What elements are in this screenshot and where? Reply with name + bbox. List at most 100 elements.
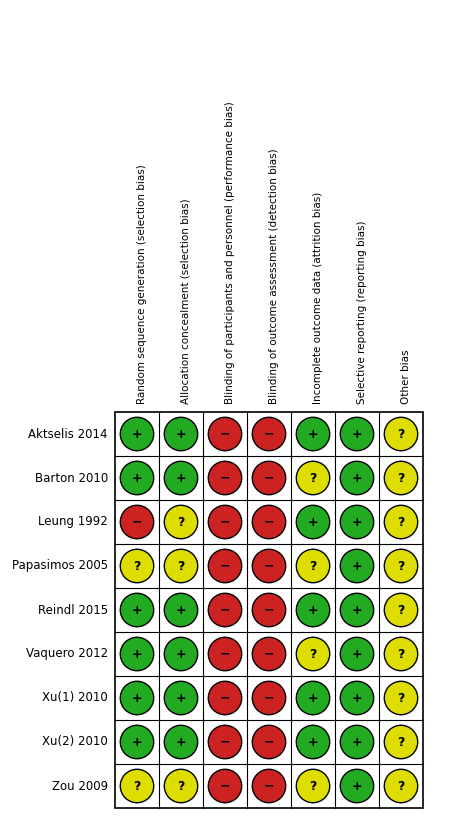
Circle shape [340, 770, 374, 803]
Text: +: + [132, 736, 142, 749]
Text: −: − [264, 647, 274, 661]
Text: ?: ? [177, 780, 184, 792]
Circle shape [296, 637, 330, 671]
Text: ?: ? [397, 427, 405, 441]
Text: Aktselis 2014: Aktselis 2014 [28, 427, 108, 441]
Text: +: + [352, 427, 362, 441]
Bar [115, 412, 423, 808]
Circle shape [120, 637, 154, 671]
Text: −: − [220, 647, 230, 661]
Circle shape [208, 770, 242, 803]
Text: −: − [220, 427, 230, 441]
Circle shape [296, 506, 330, 539]
Text: +: + [308, 691, 318, 705]
Circle shape [296, 417, 330, 451]
Circle shape [252, 506, 286, 539]
Circle shape [164, 461, 198, 495]
Text: Allocation concealment (selection bias): Allocation concealment (selection bias) [181, 198, 191, 404]
Text: +: + [132, 427, 142, 441]
Circle shape [164, 593, 198, 626]
Circle shape [252, 593, 286, 626]
Circle shape [340, 549, 374, 583]
Text: −: − [264, 780, 274, 792]
Circle shape [384, 681, 418, 715]
Text: ?: ? [397, 780, 405, 792]
Text: ?: ? [309, 560, 317, 572]
Text: Barton 2010: Barton 2010 [35, 471, 108, 485]
Text: Xu(2) 2010: Xu(2) 2010 [42, 736, 108, 749]
Circle shape [120, 461, 154, 495]
Text: Blinding of participants and personnel (performance bias): Blinding of participants and personnel (… [225, 102, 235, 404]
Text: −: − [220, 471, 230, 485]
Circle shape [208, 637, 242, 671]
Text: −: − [264, 427, 274, 441]
Text: +: + [176, 427, 186, 441]
Text: Blinding of outcome assessment (detection bias): Blinding of outcome assessment (detectio… [269, 148, 279, 404]
Circle shape [296, 726, 330, 759]
Text: ?: ? [397, 691, 405, 705]
Circle shape [164, 770, 198, 803]
Circle shape [164, 726, 198, 759]
Text: −: − [220, 736, 230, 749]
Text: ?: ? [397, 736, 405, 749]
Text: ?: ? [177, 560, 184, 572]
Text: −: − [220, 603, 230, 616]
Text: −: − [264, 736, 274, 749]
Circle shape [252, 726, 286, 759]
Text: ?: ? [397, 647, 405, 661]
Text: +: + [352, 736, 362, 749]
Circle shape [384, 461, 418, 495]
Circle shape [340, 726, 374, 759]
Circle shape [384, 770, 418, 803]
Circle shape [296, 593, 330, 626]
Text: +: + [352, 516, 362, 528]
Circle shape [252, 417, 286, 451]
Circle shape [296, 461, 330, 495]
Text: Papasimos 2005: Papasimos 2005 [12, 560, 108, 572]
Circle shape [384, 417, 418, 451]
Circle shape [340, 593, 374, 626]
Text: +: + [352, 471, 362, 485]
Circle shape [340, 461, 374, 495]
Text: −: − [132, 516, 142, 528]
Circle shape [120, 549, 154, 583]
Text: ?: ? [397, 560, 405, 572]
Text: +: + [176, 736, 186, 749]
Circle shape [252, 681, 286, 715]
Circle shape [208, 726, 242, 759]
Text: ?: ? [133, 780, 141, 792]
Text: −: − [220, 691, 230, 705]
Text: +: + [352, 780, 362, 792]
Circle shape [208, 417, 242, 451]
Circle shape [252, 461, 286, 495]
Circle shape [164, 681, 198, 715]
Circle shape [296, 770, 330, 803]
Circle shape [384, 549, 418, 583]
Circle shape [340, 681, 374, 715]
Text: Reindl 2015: Reindl 2015 [38, 603, 108, 616]
Text: +: + [308, 516, 318, 528]
Text: +: + [176, 603, 186, 616]
Circle shape [120, 417, 154, 451]
Circle shape [120, 726, 154, 759]
Text: −: − [264, 516, 274, 528]
Text: Leung 1992: Leung 1992 [38, 516, 108, 528]
Text: +: + [352, 691, 362, 705]
Text: Zou 2009: Zou 2009 [52, 780, 108, 792]
Circle shape [164, 549, 198, 583]
Circle shape [340, 417, 374, 451]
Circle shape [120, 506, 154, 539]
Text: Random sequence generation (selection bias): Random sequence generation (selection bi… [137, 164, 147, 404]
Circle shape [296, 681, 330, 715]
Text: ?: ? [133, 560, 141, 572]
Text: ?: ? [397, 603, 405, 616]
Text: +: + [308, 603, 318, 616]
Circle shape [252, 770, 286, 803]
Circle shape [164, 506, 198, 539]
Text: ?: ? [177, 516, 184, 528]
Text: +: + [352, 560, 362, 572]
Text: −: − [264, 603, 274, 616]
Circle shape [208, 681, 242, 715]
Circle shape [252, 637, 286, 671]
Circle shape [296, 549, 330, 583]
